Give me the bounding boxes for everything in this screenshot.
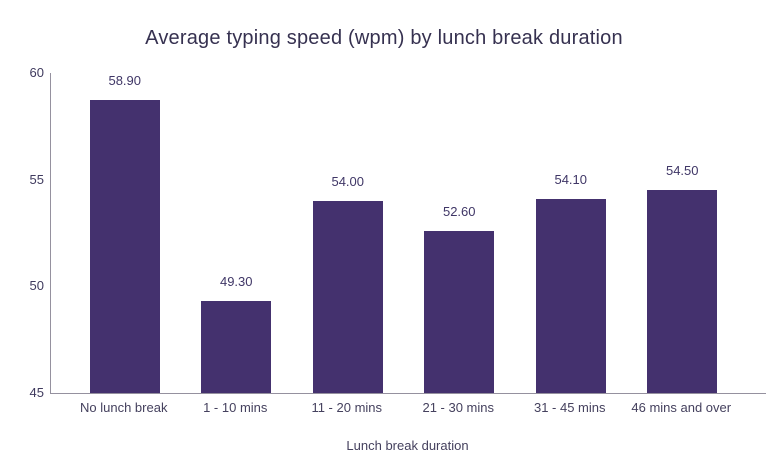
bar-group: 58.90 [69, 73, 181, 393]
x-category-label-31-45-mins: 31 - 45 mins [533, 400, 606, 415]
bar-group: 54.10 [515, 73, 627, 393]
chart-title: Average typing speed (wpm) by lunch brea… [145, 27, 623, 49]
bar-value-label: 54.50 [665, 163, 699, 179]
y-tick-label: 60 [29, 65, 44, 80]
x-axis-title: Lunch break duration [346, 438, 469, 453]
y-tick-label: 45 [29, 385, 44, 400]
y-tick-label: 55 [29, 171, 44, 187]
x-category-label-1-10-mins: 1 - 10 mins [203, 400, 268, 415]
x-category-label-no-lunch-break: No lunch break [80, 400, 168, 415]
x-category-label-21-30-mins: 21 - 30 mins [422, 400, 495, 415]
bar-value-label: 54.00 [331, 174, 365, 189]
bar-value-label: 58.90 [108, 73, 142, 88]
bar-1-10-mins[interactable] [201, 301, 272, 393]
bar-21-30-mins[interactable] [424, 230, 495, 393]
x-axis-category-labels: No lunch break 1 - 10 mins 11 - 20 mins 21 … [68, 400, 737, 415]
bar-value-label: 54.10 [554, 171, 588, 187]
bar-value-label: 52.60 [442, 203, 476, 219]
bars-layer: 58.90 49.30 54.00 52.60 54.10 54.50 [69, 73, 738, 393]
bar-group: 49.30 [181, 73, 293, 393]
bar-46-mins-and-over[interactable] [647, 190, 718, 393]
x-category-label-46-mins-and-over: 46 mins and over [631, 400, 732, 415]
bar-no-lunch-break[interactable] [89, 100, 160, 393]
plot-area: 58.90 49.30 54.00 52.60 54.10 54.50 [50, 73, 766, 394]
bar-31-45-mins[interactable] [535, 198, 606, 393]
y-tick-label: 50 [29, 278, 44, 294]
bar-value-label: 49.30 [219, 274, 253, 290]
bar-group: 52.60 [404, 73, 516, 393]
bar-group: 54.00 [292, 73, 404, 393]
bar-group: 54.50 [627, 73, 739, 393]
bar-11-20-mins[interactable] [312, 201, 383, 393]
x-category-label-11-20-mins: 11 - 20 mins [311, 400, 383, 415]
